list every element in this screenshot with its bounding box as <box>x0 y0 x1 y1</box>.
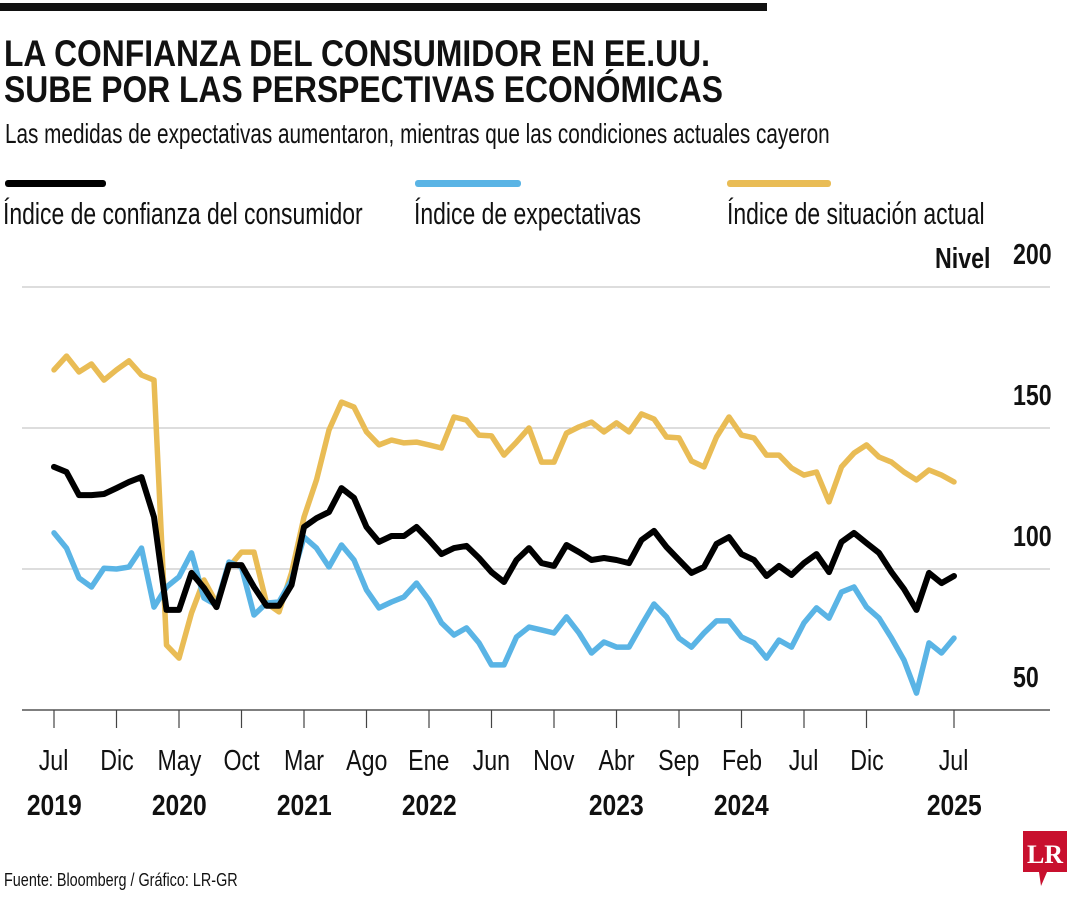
y-tick-label: 150 <box>1013 380 1052 412</box>
legend-swatch-present <box>727 180 831 187</box>
x-tick-label: Ene <box>408 745 450 777</box>
series-line-expectations <box>51 530 957 696</box>
x-year-label: 2019 <box>26 790 82 822</box>
x-tick-label: Abr <box>598 745 635 777</box>
x-tick-label: Feb <box>721 745 762 777</box>
x-tick-label: Ago <box>345 745 388 777</box>
series-line-present <box>51 353 957 661</box>
legend-swatch-expectations <box>415 180 521 187</box>
x-tick-label: Mar <box>284 745 324 777</box>
top-rule <box>0 3 767 11</box>
y-axis-label: Nivel <box>935 243 991 275</box>
lr-logo: LR <box>1023 831 1067 886</box>
x-tick-label: Dic <box>849 745 884 777</box>
source-note: Fuente: Bloomberg / Gráfico: LR-GR <box>4 870 238 890</box>
x-year-label: 2022 <box>401 790 457 822</box>
y-tick-label: 50 <box>1013 662 1039 694</box>
legend-label-present: Índice de situación actual <box>727 196 985 231</box>
svg-text:LR: LR <box>1027 840 1063 869</box>
series-line-confidence <box>51 463 957 613</box>
chart-title-line-2: SUBE POR LAS PERSPECTIVAS ECONÓMICAS <box>4 69 724 110</box>
x-year-label: 2020 <box>151 790 207 822</box>
x-tick-label: Jun <box>472 745 511 777</box>
x-tick-label: May <box>157 745 201 777</box>
x-tick-label: Dic <box>99 745 134 777</box>
x-year-label: 2024 <box>714 790 769 822</box>
x-tick-label: Jul <box>789 745 819 777</box>
legend-swatch-confidence <box>5 180 106 187</box>
x-tick-label: Sep <box>658 745 700 777</box>
x-tick-label: Oct <box>223 745 260 777</box>
x-year-label: 2025 <box>926 790 982 822</box>
legend-label-confidence: Índice de confianza del consumidor <box>3 196 363 231</box>
x-year-label: 2023 <box>589 790 644 822</box>
y-tick-label: 200 <box>1013 239 1052 271</box>
x-year-label: 2021 <box>276 790 332 822</box>
chart-title-line-1: LA CONFIANZA DEL CONSUMIDOR EN EE.UU. <box>4 33 710 74</box>
x-tick-label: Jul <box>39 745 69 777</box>
y-tick-label: 100 <box>1013 521 1052 553</box>
legend-label-expectations: Índice de expectativas <box>414 196 641 231</box>
x-tick-label: Nov <box>533 745 575 777</box>
x-tick-label: Jul <box>939 745 969 777</box>
chart-subtitle: Las medidas de expectativas aumentaron, … <box>5 118 830 149</box>
